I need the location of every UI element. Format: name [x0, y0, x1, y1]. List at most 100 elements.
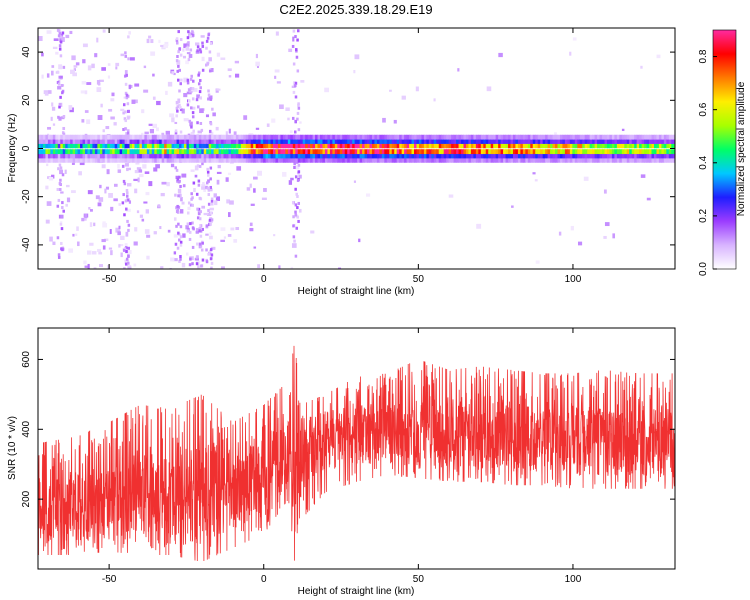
spectrogram-cell: [161, 139, 165, 144]
spectrogram-cell: [62, 132, 66, 136]
spectrogram-cell: [45, 153, 49, 159]
spectrogram-cell: [409, 139, 413, 144]
spectrogram-cell: [510, 134, 514, 140]
spectrogram-cell: [51, 174, 55, 179]
spectrogram-cell: [354, 54, 360, 60]
spectrogram-cell: [52, 139, 56, 144]
spectrogram-cell: [169, 134, 173, 140]
spectrogram-cell: [171, 149, 175, 155]
spectrogram-cell: [38, 149, 41, 155]
spectrogram-cell: [629, 149, 633, 155]
spectrogram-cell: [359, 153, 363, 159]
spectrogram-cell: [287, 157, 291, 163]
spectrogram-cell: [102, 157, 106, 163]
spectrogram-cell: [92, 143, 96, 149]
spectrogram-cell: [127, 35, 130, 39]
spectrogram-cell: [517, 139, 521, 144]
spectrogram-cell: [185, 60, 190, 65]
spectrogram-cell: [542, 149, 546, 155]
spectrogram-cell: [190, 192, 193, 196]
spectrogram-cell: [411, 134, 415, 140]
spectrogram-cell: [547, 139, 551, 144]
spectrogram-cell: [296, 215, 299, 219]
spectrogram-cell: [597, 139, 601, 144]
spectrogram-cell: [312, 139, 316, 144]
spectrogram-cell: [295, 192, 298, 196]
spectrogram-cell: [68, 105, 73, 110]
spectrogram-cell: [61, 91, 64, 95]
spectrogram-cell: [636, 134, 640, 140]
spectrogram-cell: [574, 157, 578, 163]
spectrogram-cell: [310, 230, 315, 234]
spectrogram-cell: [255, 139, 259, 144]
spectrogram-cell: [653, 157, 657, 163]
spectrogram-cell: [150, 39, 154, 44]
spectrogram-cell: [179, 243, 183, 247]
x-tick-label: 50: [413, 274, 425, 285]
spectrogram-cell: [433, 153, 437, 159]
spectrogram-cell: [169, 139, 173, 144]
spectrogram-cell: [310, 143, 314, 149]
spectrogram-cell: [294, 95, 298, 99]
spectrogram-cell: [527, 157, 531, 163]
spectrogram-cell: [290, 143, 294, 149]
spectrogram-cell: [216, 171, 222, 174]
spectrogram-cell: [448, 194, 454, 198]
spectrogram-cell: [218, 149, 222, 155]
spectrogram-cell: [564, 157, 568, 163]
spectrogram-cell: [209, 222, 212, 226]
spectrogram-cell: [352, 134, 356, 140]
spectrogram-cell: [461, 139, 465, 144]
spectrogram-cell: [485, 149, 489, 155]
spectrogram-cell: [337, 134, 341, 140]
spectrogram-cell: [123, 182, 127, 186]
spectrogram-cell: [203, 212, 209, 216]
spectrogram-cell: [399, 149, 403, 155]
spectrogram-cell: [510, 153, 514, 159]
spectrogram-cell: [510, 157, 514, 163]
spectrogram-cell: [606, 134, 610, 140]
spectrogram-cell: [300, 80, 305, 83]
spectrogram-cell: [344, 157, 348, 163]
spectrogram-cell: [458, 143, 462, 149]
spectrogram-cell: [381, 153, 385, 159]
spectrogram-cell: [517, 157, 521, 163]
spectrogram-cell: [122, 179, 126, 183]
spectrogram-cell: [213, 139, 217, 144]
spectrogram-cell: [210, 253, 214, 257]
spectrogram-cell: [280, 143, 284, 149]
spectrogram-cell: [186, 153, 190, 159]
spectrogram-cell: [631, 153, 635, 159]
spectrogram-cell: [177, 50, 180, 54]
spectrogram-cell: [151, 143, 155, 149]
spectrogram-cell: [527, 143, 531, 149]
spectrogram-cell: [461, 157, 465, 163]
spectrogram-cell: [258, 134, 262, 140]
spectrogram-cell: [129, 157, 133, 163]
spectrogram-cell: [295, 143, 299, 149]
spectrogram-cell: [62, 157, 66, 163]
spectrogram-cell: [136, 210, 140, 214]
spectrogram-cell: [485, 153, 489, 159]
spectrogram-cell: [453, 143, 457, 149]
spectrogram-cell: [558, 231, 562, 236]
spectrogram-cell: [112, 149, 116, 155]
spectrogram-cell: [226, 199, 230, 204]
spectrogram-cell: [179, 139, 183, 144]
spectrogram-cell: [155, 127, 159, 132]
spectrogram-cell: [226, 153, 230, 159]
spectrogram-cell: [188, 230, 192, 234]
spectrogram-cell: [426, 149, 430, 155]
spectrogram-cell: [227, 172, 232, 175]
spectrogram-cell: [604, 134, 608, 140]
spectrogram-cell: [213, 193, 217, 198]
spectrogram-cell: [287, 149, 291, 155]
spectrogram-cell: [102, 29, 106, 33]
snr-x-label: Height of straight line (km): [298, 586, 415, 597]
spectrogram-cell: [488, 134, 492, 140]
spectrogram-cell: [84, 110, 89, 113]
spectrogram-cell: [80, 143, 84, 149]
spectrogram-cell: [641, 149, 645, 155]
spectrogram-cell: [644, 143, 648, 149]
